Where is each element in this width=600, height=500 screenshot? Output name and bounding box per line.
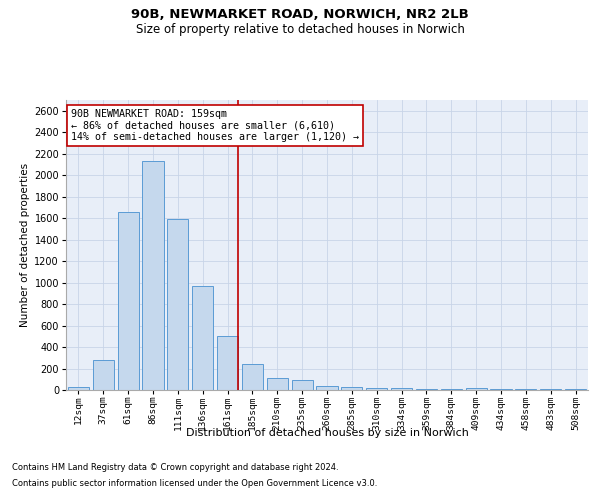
Bar	[167, 219, 188, 390]
Bar	[341, 387, 362, 390]
Text: Contains public sector information licensed under the Open Government Licence v3: Contains public sector information licen…	[12, 478, 377, 488]
Text: Size of property relative to detached houses in Norwich: Size of property relative to detached ho…	[136, 22, 464, 36]
Y-axis label: Number of detached properties: Number of detached properties	[20, 163, 30, 327]
Text: Distribution of detached houses by size in Norwich: Distribution of detached houses by size …	[185, 428, 469, 438]
Bar	[565, 389, 586, 390]
Bar	[118, 212, 139, 390]
Text: 90B, NEWMARKET ROAD, NORWICH, NR2 2LB: 90B, NEWMARKET ROAD, NORWICH, NR2 2LB	[131, 8, 469, 20]
Bar	[192, 286, 213, 390]
Bar	[242, 364, 263, 390]
Bar	[68, 387, 89, 390]
Bar	[267, 378, 288, 390]
Bar	[416, 389, 437, 390]
Bar	[466, 388, 487, 390]
Bar	[391, 388, 412, 390]
Bar	[142, 161, 164, 390]
Bar	[93, 360, 114, 390]
Bar	[292, 380, 313, 390]
Text: 90B NEWMARKET ROAD: 159sqm
← 86% of detached houses are smaller (6,610)
14% of s: 90B NEWMARKET ROAD: 159sqm ← 86% of deta…	[71, 108, 359, 142]
Bar	[366, 388, 387, 390]
Bar	[217, 336, 238, 390]
Text: Contains HM Land Registry data © Crown copyright and database right 2024.: Contains HM Land Registry data © Crown c…	[12, 464, 338, 472]
Bar	[316, 386, 338, 390]
